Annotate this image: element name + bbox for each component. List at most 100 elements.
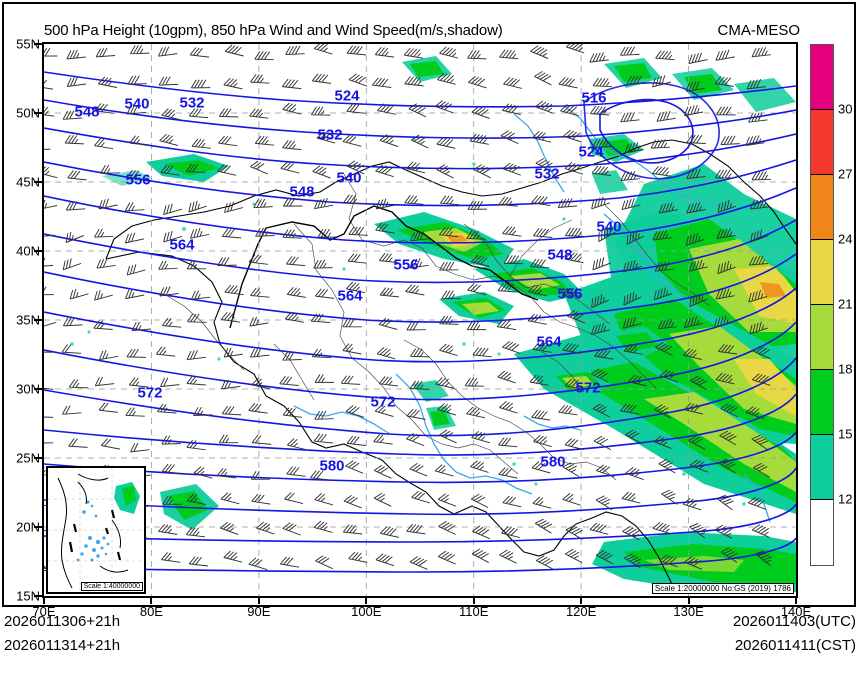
wind-barb	[315, 555, 333, 570]
wind-barb	[406, 408, 426, 420]
x-axis-tick-label: 130E	[673, 604, 704, 619]
wind-barb	[622, 525, 640, 541]
wind-barb	[220, 521, 239, 535]
wind-barb	[437, 402, 457, 416]
wind-barb	[314, 374, 334, 383]
wind-barb	[622, 316, 642, 329]
wind-barb	[720, 403, 739, 418]
wind-barb	[750, 229, 769, 243]
wind-barb	[686, 134, 706, 144]
wind-barb	[467, 50, 487, 60]
wind-barb	[652, 165, 672, 177]
wind-barb	[498, 196, 518, 207]
y-axis-tick	[34, 112, 42, 114]
wind-barb	[249, 347, 270, 358]
wind-barb	[436, 137, 456, 149]
wind-barb	[620, 112, 640, 123]
wind-barb	[749, 199, 770, 210]
wind-barb	[659, 554, 678, 568]
colorbar-tick-label: 27	[838, 166, 853, 182]
wind-barb	[127, 75, 147, 85]
wind-barb	[497, 282, 517, 293]
footer: 2026011306+21h 2026011314+21h 2026011403…	[0, 609, 860, 678]
wind-barb	[592, 403, 611, 418]
wind-barb	[470, 460, 489, 473]
wind-barb	[471, 105, 490, 119]
wind-barb	[655, 50, 675, 61]
colorbar-tick-label: 24	[838, 231, 853, 247]
wind-barb	[44, 228, 56, 237]
wind-barb	[557, 198, 578, 208]
wind-barb	[682, 497, 702, 511]
x-axis-tick	[150, 596, 153, 604]
wind-barb	[281, 78, 302, 90]
wind-barb	[62, 110, 83, 120]
wind-barb	[658, 458, 676, 474]
map-plot-area[interactable]: 548 540 532 524 516 532 524 556 540 532 548 564 540 5…	[42, 42, 798, 598]
wind-barb	[502, 225, 522, 237]
wind-barb	[466, 406, 486, 419]
wind-barb	[282, 140, 302, 151]
wind-barb	[124, 232, 144, 244]
contour-label: 564	[337, 287, 363, 305]
wind-barb	[68, 438, 88, 448]
contour-label: 556	[557, 285, 583, 303]
wind-barb	[497, 370, 516, 384]
y-axis-tick	[34, 526, 42, 528]
wind-barb	[94, 290, 113, 301]
colorbar-band	[811, 175, 833, 240]
wind-barb	[185, 163, 206, 173]
wind-barb	[595, 549, 614, 565]
colorbar[interactable]	[810, 44, 834, 566]
wind-barb	[689, 293, 708, 308]
wind-barb	[591, 294, 610, 309]
wind-barb	[719, 430, 737, 446]
contour-label: 572	[370, 393, 396, 411]
wind-barb	[44, 438, 54, 444]
wind-barb	[404, 76, 424, 87]
wind-barb	[223, 77, 243, 90]
wind-barb	[94, 138, 114, 150]
wind-barb	[434, 464, 454, 477]
wind-barb	[126, 264, 146, 276]
wind-barb	[468, 75, 487, 89]
wind-barb	[751, 524, 770, 538]
wind-barb	[467, 283, 487, 296]
wind-barb	[161, 552, 181, 563]
colorbar-tick-label: 15	[838, 426, 853, 442]
wind-barb	[594, 348, 614, 360]
wind-barb	[98, 198, 118, 210]
wind-barb	[534, 71, 552, 86]
colorbar-band	[811, 110, 833, 175]
wind-barb	[561, 287, 582, 297]
wind-barb	[753, 462, 770, 478]
wind-barb	[751, 171, 772, 181]
wind-barb	[217, 257, 237, 267]
wind-barb	[527, 313, 547, 325]
wind-barb	[310, 470, 330, 481]
wind-barb	[346, 435, 366, 446]
wind-barb	[501, 103, 521, 115]
wind-barb	[221, 379, 241, 390]
wind-barb	[411, 134, 429, 149]
wind-barb	[284, 311, 305, 323]
wind-barb	[216, 468, 237, 479]
wind-barb	[342, 343, 362, 355]
wind-barb	[94, 103, 114, 114]
wind-barb	[469, 133, 489, 145]
wind-barb	[533, 228, 553, 238]
wind-barb	[190, 79, 211, 89]
wind-barb	[439, 315, 459, 325]
wind-barb	[284, 492, 304, 505]
wind-barb	[317, 228, 337, 238]
wind-barb	[66, 49, 86, 60]
inset-map-south-china-sea: Scale 1:40000000	[46, 466, 146, 594]
wind-barb	[159, 286, 179, 297]
wind-barb	[190, 227, 210, 239]
wind-barb	[314, 493, 334, 506]
inset-scale-label: Scale 1:40000000	[80, 582, 143, 591]
wind-barb	[411, 490, 430, 504]
wind-barb	[409, 463, 428, 477]
y-axis-tick-label: 55N	[16, 36, 40, 52]
wind-barb	[688, 52, 708, 64]
